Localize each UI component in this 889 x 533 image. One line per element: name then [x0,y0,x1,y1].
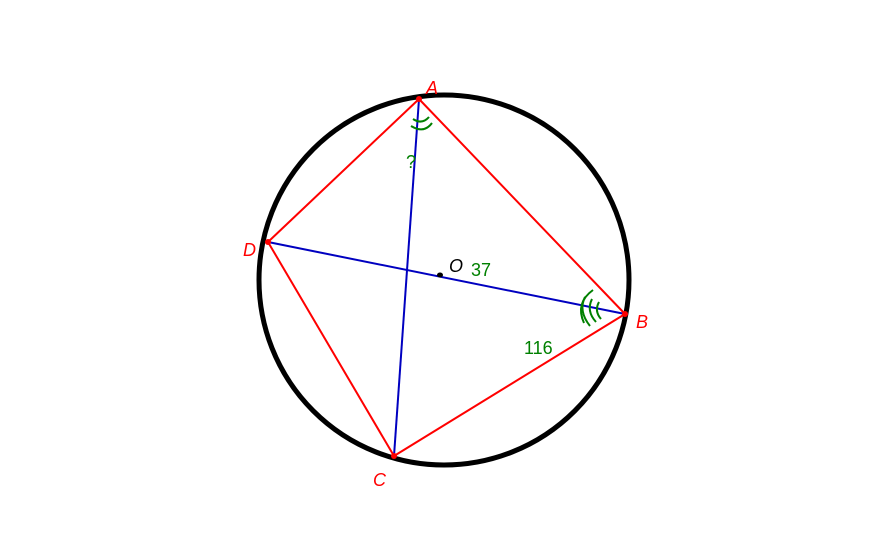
side-bc [394,314,625,456]
point-d-marker [265,239,271,245]
angle-arc-a [411,117,432,129]
geometry-diagram [0,0,889,533]
side-da [268,99,419,242]
diagonal-db [268,242,625,314]
outer-circle [259,95,629,465]
point-c-marker [391,453,397,459]
center-o-marker [437,273,443,278]
point-a-marker [416,96,422,102]
diagonal-ac [394,99,419,456]
angle-arc-b-37 [582,297,601,326]
side-ab [419,99,625,314]
point-b-marker [622,311,628,317]
